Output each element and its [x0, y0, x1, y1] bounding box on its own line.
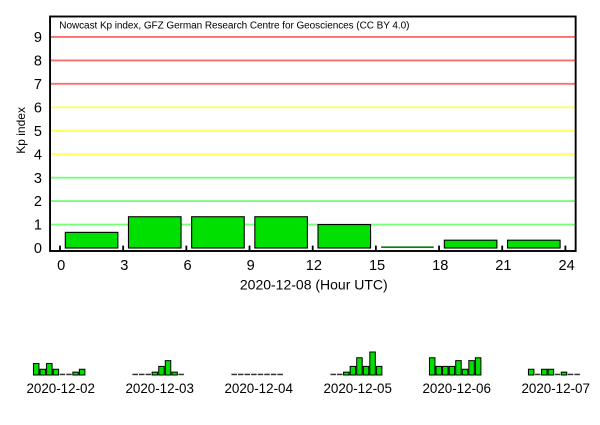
svg-text:0: 0 [34, 241, 42, 257]
svg-text:4: 4 [34, 147, 42, 163]
svg-text:15: 15 [369, 258, 385, 274]
svg-text:2020-12-02: 2020-12-02 [26, 381, 95, 396]
svg-text:Nowcast Kp index, GFZ German R: Nowcast Kp index, GFZ German Research Ce… [59, 20, 409, 31]
svg-text:3: 3 [120, 258, 128, 274]
svg-text:6: 6 [183, 258, 191, 274]
svg-text:9: 9 [247, 258, 255, 274]
svg-text:Kp index: Kp index [14, 107, 28, 154]
svg-text:2020-12-04: 2020-12-04 [224, 381, 293, 396]
svg-text:12: 12 [306, 258, 322, 274]
svg-text:5: 5 [34, 124, 42, 140]
svg-text:0: 0 [57, 258, 65, 274]
svg-text:8: 8 [34, 54, 42, 70]
svg-text:2020-12-06: 2020-12-06 [422, 381, 491, 396]
svg-text:6: 6 [34, 100, 42, 116]
svg-text:2020-12-07: 2020-12-07 [521, 381, 590, 396]
svg-text:9: 9 [34, 30, 42, 46]
svg-text:24: 24 [558, 258, 574, 274]
svg-text:21: 21 [495, 258, 511, 274]
svg-text:1: 1 [34, 218, 42, 234]
svg-text:2: 2 [34, 194, 42, 210]
svg-text:7: 7 [34, 77, 42, 93]
svg-text:2020-12-05: 2020-12-05 [323, 381, 392, 396]
svg-text:3: 3 [34, 171, 42, 187]
svg-text:18: 18 [432, 258, 448, 274]
svg-text:2020-12-03: 2020-12-03 [125, 381, 194, 396]
svg-text:2020-12-08 (Hour UTC): 2020-12-08 (Hour UTC) [240, 277, 388, 293]
